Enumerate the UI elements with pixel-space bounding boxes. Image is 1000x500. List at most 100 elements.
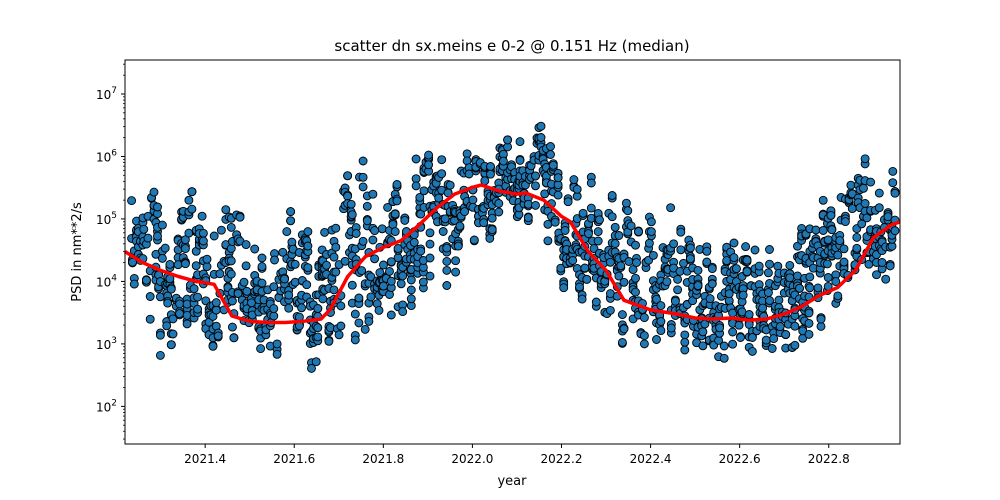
scatter-point bbox=[197, 211, 207, 221]
x-tick-label: 2021.4 bbox=[184, 452, 226, 466]
scatter-point bbox=[208, 341, 218, 351]
scatter-point bbox=[586, 178, 596, 188]
scatter-point bbox=[409, 237, 419, 247]
scatter-point bbox=[153, 202, 162, 212]
scatter-point bbox=[769, 334, 779, 344]
scatter-point bbox=[619, 277, 629, 287]
scatter-point bbox=[729, 253, 739, 263]
scatter-point bbox=[702, 246, 712, 256]
scatter-point bbox=[729, 238, 739, 248]
scatter-point bbox=[626, 221, 636, 231]
scatter-point bbox=[860, 154, 870, 164]
scatter-point bbox=[765, 296, 774, 305]
scatter-point bbox=[763, 268, 773, 278]
scatter-point bbox=[415, 192, 425, 202]
scatter-point bbox=[331, 242, 341, 252]
scatter-point bbox=[795, 283, 804, 293]
scatter-point bbox=[303, 263, 313, 273]
scatter-point bbox=[680, 337, 690, 347]
x-tick-label: 2022.6 bbox=[719, 452, 761, 466]
y-tick-label: 102 bbox=[96, 398, 117, 414]
scatter-point bbox=[833, 250, 843, 260]
scatter-point bbox=[698, 327, 708, 337]
scatter-point bbox=[455, 221, 465, 231]
scatter-point bbox=[143, 233, 153, 243]
scatter-point bbox=[198, 236, 208, 246]
scatter-point bbox=[184, 195, 194, 205]
scatter-point bbox=[336, 301, 346, 311]
scatter-point bbox=[624, 257, 634, 266]
scatter-point bbox=[386, 276, 396, 286]
scatter-point bbox=[157, 220, 167, 230]
scatter-point bbox=[556, 263, 566, 273]
y-axis-label: PSD in nm**2/s bbox=[70, 202, 85, 302]
scatter-point bbox=[494, 207, 504, 217]
scatter-point bbox=[614, 231, 624, 240]
scatter-point bbox=[284, 290, 294, 300]
scatter-point bbox=[584, 229, 593, 239]
scatter-point bbox=[553, 190, 563, 200]
scatter-point bbox=[141, 275, 151, 285]
scatter-point bbox=[827, 225, 837, 235]
scatter-point bbox=[722, 256, 732, 266]
scatter-point bbox=[885, 261, 895, 271]
scatter-point bbox=[442, 256, 452, 266]
scatter-point bbox=[139, 224, 149, 234]
scatter-point bbox=[187, 204, 197, 214]
scatter-point bbox=[303, 227, 313, 237]
y-tick-label: 105 bbox=[96, 211, 117, 227]
scatter-point bbox=[680, 330, 690, 340]
scatter-point bbox=[656, 317, 666, 326]
scatter-point bbox=[572, 184, 582, 194]
scatter-point bbox=[202, 254, 212, 264]
scatter-point bbox=[257, 278, 267, 288]
scatter-point bbox=[233, 289, 243, 298]
scatter-point bbox=[568, 256, 578, 265]
scatter-point bbox=[272, 339, 282, 349]
scatter-point bbox=[168, 314, 178, 324]
scatter-point bbox=[631, 240, 640, 250]
scatter-point bbox=[582, 274, 592, 284]
scatter-point bbox=[343, 171, 353, 181]
scatter-point bbox=[862, 213, 872, 223]
scatter-point bbox=[575, 282, 584, 292]
scatter-point bbox=[241, 261, 251, 271]
scatter-point bbox=[400, 215, 410, 225]
scatter-point bbox=[805, 272, 815, 282]
scatter-point bbox=[742, 267, 752, 277]
scatter-point bbox=[874, 203, 884, 213]
scatter-point bbox=[656, 301, 666, 311]
scatter-point bbox=[166, 284, 176, 294]
scatter-point bbox=[688, 296, 698, 306]
scatter-point bbox=[213, 331, 223, 341]
scatter-point bbox=[393, 244, 403, 253]
scatter-point bbox=[286, 207, 296, 217]
scatter-point bbox=[559, 283, 569, 293]
scatter-point bbox=[311, 357, 321, 367]
scatter-point bbox=[823, 273, 833, 282]
scatter-point bbox=[468, 195, 478, 205]
scatter-point bbox=[358, 182, 368, 192]
scatter-point bbox=[411, 154, 421, 164]
scatter-point bbox=[354, 318, 364, 328]
scatter-point bbox=[487, 225, 497, 235]
scatter-point bbox=[168, 329, 178, 339]
scatter-point bbox=[425, 271, 435, 281]
scatter-point bbox=[270, 255, 279, 265]
scatter-point bbox=[595, 215, 604, 225]
scatter-point bbox=[362, 201, 372, 211]
scatter-point bbox=[390, 227, 400, 237]
scatter-point bbox=[272, 349, 282, 359]
scatter-point bbox=[673, 285, 683, 295]
scatter-point bbox=[765, 259, 774, 269]
scatter-point bbox=[145, 292, 155, 301]
scatter-point bbox=[324, 336, 334, 346]
scatter-point bbox=[247, 298, 256, 308]
scatter-point bbox=[358, 156, 368, 166]
scatter-point bbox=[666, 203, 676, 213]
scatter-point bbox=[719, 341, 729, 351]
scatter-point bbox=[515, 137, 525, 147]
scatter-point bbox=[392, 180, 402, 189]
scatter-point bbox=[632, 258, 641, 268]
scatter-point bbox=[187, 187, 197, 197]
